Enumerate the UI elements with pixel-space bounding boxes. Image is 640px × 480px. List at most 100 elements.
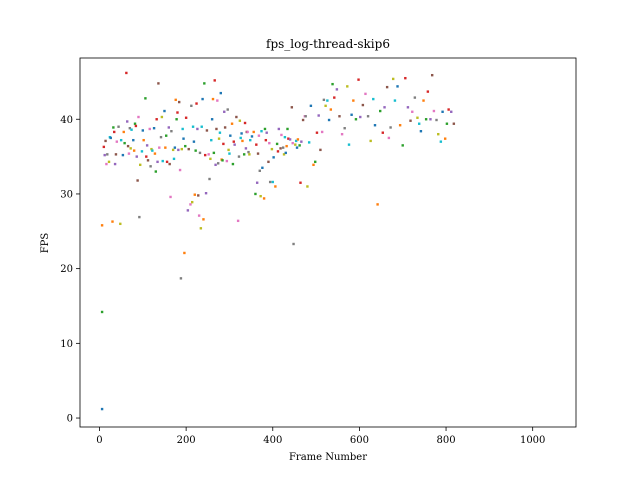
data-point (372, 97, 375, 101)
data-point (198, 151, 202, 155)
data-point (138, 215, 141, 219)
y-tick-label: 10 (60, 339, 73, 350)
data-point (361, 103, 365, 107)
data-point (154, 170, 158, 173)
data-point (435, 118, 438, 122)
data-point (280, 133, 283, 137)
data-point (242, 153, 246, 156)
data-point (231, 162, 235, 166)
data-point (112, 126, 115, 129)
data-point (379, 109, 382, 113)
data-point (294, 143, 297, 146)
data-point (213, 79, 216, 82)
data-point (292, 242, 295, 246)
data-point (298, 144, 301, 147)
data-point (190, 104, 193, 108)
data-point (295, 146, 299, 149)
data-point (106, 153, 109, 156)
data-point (140, 150, 144, 153)
data-point (114, 153, 118, 156)
data-point (209, 157, 212, 161)
x-tick-label: 200 (177, 435, 196, 446)
data-point (315, 131, 319, 134)
data-point (255, 143, 258, 146)
data-point (167, 126, 170, 129)
data-point (326, 99, 329, 102)
data-point (319, 148, 322, 152)
data-point (136, 179, 139, 182)
data-point (122, 130, 125, 134)
data-point (270, 147, 274, 151)
data-point (197, 214, 201, 217)
data-point (181, 127, 184, 131)
data-point (263, 127, 267, 131)
data-point (119, 138, 123, 142)
data-point (247, 150, 250, 154)
data-point (352, 99, 355, 102)
data-point (153, 152, 157, 155)
data-point (276, 150, 280, 153)
data-point (126, 120, 129, 123)
data-point (437, 132, 440, 136)
data-point (239, 136, 242, 140)
data-point (411, 110, 414, 113)
data-point (157, 82, 160, 85)
chart-title: fps_log-thread-skip6 (266, 37, 390, 51)
data-point (320, 130, 324, 134)
data-point (207, 153, 210, 156)
data-point (241, 139, 244, 143)
y-tick-label: 20 (60, 264, 73, 275)
data-point (216, 162, 220, 165)
data-point (100, 224, 104, 227)
data-point (163, 109, 166, 113)
data-point (322, 98, 326, 102)
data-point (376, 203, 379, 206)
data-point (221, 159, 224, 162)
data-point (288, 138, 292, 141)
data-point (327, 118, 331, 122)
data-point (223, 126, 227, 129)
data-point (115, 140, 119, 143)
data-point (100, 407, 104, 411)
data-point (452, 122, 456, 125)
data-point (354, 118, 358, 121)
data-point (212, 151, 216, 155)
data-point (195, 102, 198, 105)
data-point (256, 152, 260, 155)
data-point (178, 100, 181, 104)
data-point (121, 153, 125, 157)
data-point (279, 147, 282, 150)
data-point (406, 106, 410, 109)
data-point (217, 137, 221, 140)
data-point (128, 127, 132, 130)
data-point (282, 153, 286, 156)
data-point (430, 73, 434, 77)
data-point (443, 137, 447, 140)
data-point (385, 85, 389, 89)
data-point (155, 118, 158, 121)
data-point (244, 147, 248, 150)
data-point (102, 145, 106, 149)
data-point (243, 121, 247, 125)
data-point (429, 118, 432, 121)
data-point (205, 129, 209, 132)
data-point (103, 153, 106, 157)
x-tick-label: 0 (96, 435, 102, 446)
data-point (159, 135, 163, 139)
data-point (445, 122, 449, 125)
data-point (317, 114, 320, 117)
data-point (381, 131, 384, 134)
data-point (177, 148, 180, 152)
x-tick-label: 800 (436, 435, 455, 446)
data-point (141, 129, 145, 132)
data-point (200, 125, 203, 128)
data-point (281, 146, 285, 149)
data-point (426, 90, 430, 93)
data-point (366, 115, 370, 118)
data-point (189, 203, 192, 206)
data-point (299, 181, 302, 184)
data-point (146, 159, 150, 162)
data-point (113, 130, 116, 134)
data-point (340, 132, 344, 136)
